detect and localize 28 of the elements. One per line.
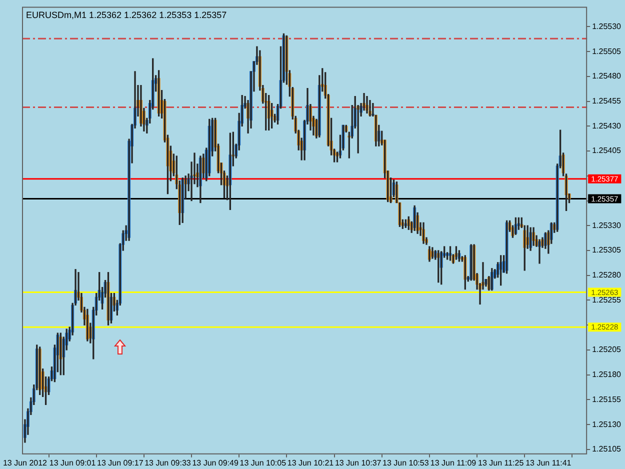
y-tick-label: 1.25180 <box>592 370 622 380</box>
y-tick-label: 1.25405 <box>592 146 622 156</box>
y-tick-label: 1.25455 <box>592 96 622 106</box>
y-tick-label: 1.25480 <box>592 72 622 81</box>
x-tick-label: 13 Jun 2012 <box>2 458 48 468</box>
chart-title: EURUSDm,M1 1.25362 1.25362 1.25353 1.25357 <box>26 10 227 20</box>
x-tick-label: 13 Jun 10:37 <box>334 458 382 468</box>
y-tick-label: 1.25505 <box>592 46 622 56</box>
y-tick-label: 1.25305 <box>592 246 622 255</box>
x-tick-label: 13 Jun 10:53 <box>382 458 430 468</box>
x-tick-label: 13 Jun 10:05 <box>240 458 287 468</box>
y-tick-label: 1.25130 <box>592 420 622 429</box>
y-tick-label: 1.25330 <box>592 220 622 230</box>
y-tick-label: 1.25430 <box>592 121 622 130</box>
x-tick-label: 13 Jun 09:49 <box>192 458 239 468</box>
x-tick-label: 13 Jun 11:41 <box>526 458 572 468</box>
y-tick-label: 1.25105 <box>592 444 622 454</box>
y-tick-label: 1.25155 <box>592 394 622 404</box>
y-tick-label: 1.25280 <box>592 270 622 280</box>
x-tick-label: 13 Jun 10:21 <box>287 458 334 468</box>
x-tick-label: 13 Jun 09:33 <box>144 458 192 468</box>
y-tick-label: 1.25530 <box>592 22 622 31</box>
x-tick-label: 13 Jun 09:01 <box>49 458 96 468</box>
y-tick-label: 1.25255 <box>592 295 622 304</box>
x-tick-label: 13 Jun 11:25 <box>478 458 524 468</box>
y-tick-label: 1.25205 <box>592 345 622 354</box>
x-tick-label: 13 Jun 11:09 <box>430 458 477 468</box>
x-tick-label: 13 Jun 09:17 <box>97 458 144 468</box>
